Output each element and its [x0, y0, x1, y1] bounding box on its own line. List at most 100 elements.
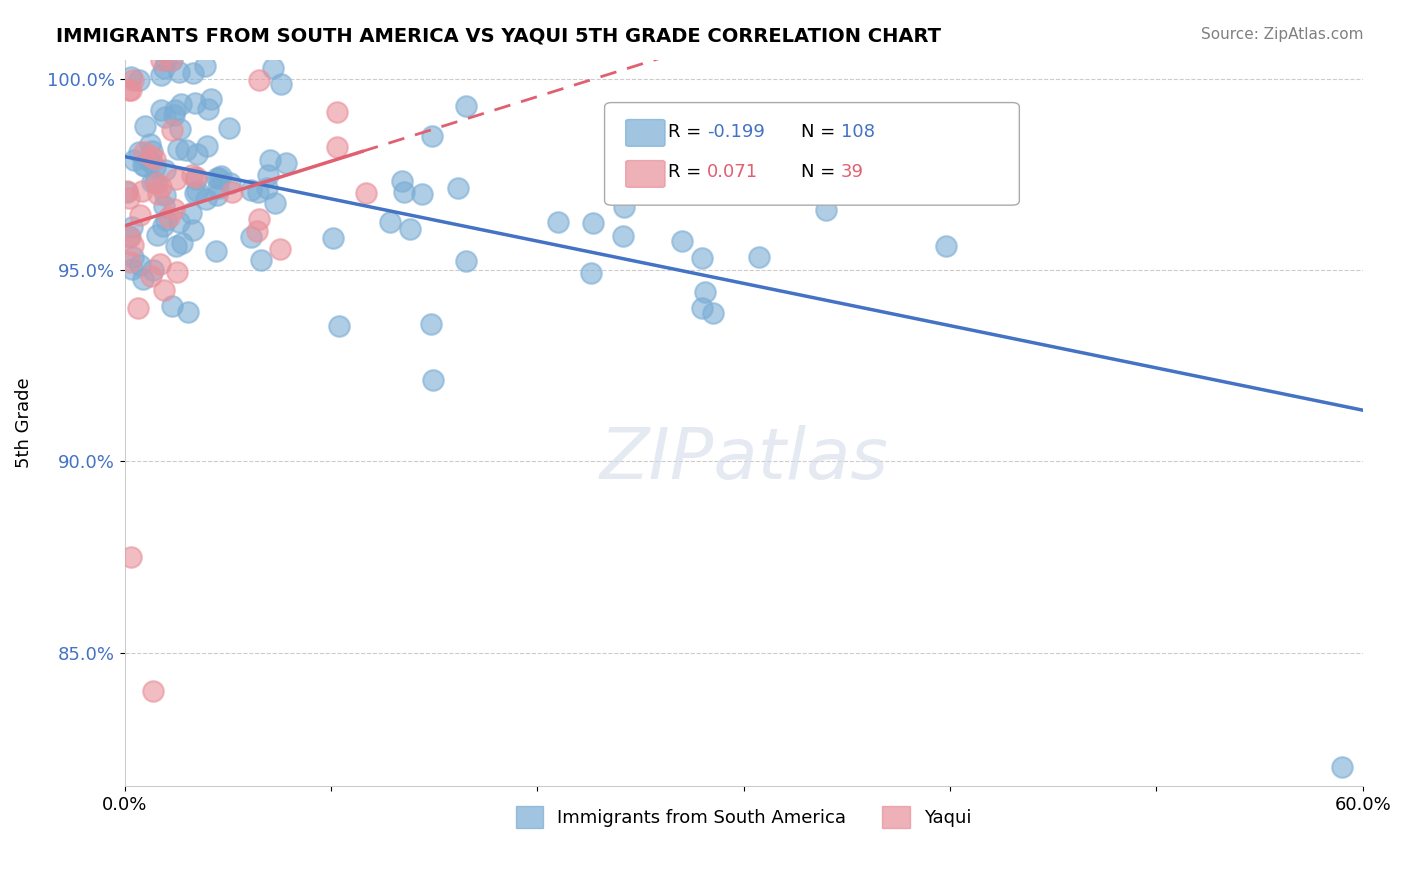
Point [186, 184, 208, 198]
Point [612, 229, 634, 244]
Point [547, 215, 569, 229]
Point [935, 239, 957, 253]
Point [145, 176, 167, 190]
Point [138, 153, 160, 168]
Point [247, 211, 270, 226]
Point [142, 263, 165, 277]
Point [195, 139, 218, 153]
Point [422, 373, 444, 387]
Point [411, 187, 433, 202]
Point [165, 172, 187, 186]
Point [122, 153, 145, 168]
Text: R =: R = [668, 163, 707, 181]
Point [177, 305, 200, 319]
Point [240, 229, 263, 244]
Point [149, 179, 172, 194]
Point [322, 230, 344, 244]
Point [118, 228, 141, 243]
Point [391, 174, 413, 188]
Point [174, 143, 197, 157]
Point [666, 185, 689, 199]
Point [879, 159, 901, 173]
Point [169, 215, 191, 229]
Point [269, 242, 291, 256]
Point [139, 268, 162, 283]
Point [128, 208, 150, 222]
Point [613, 200, 636, 214]
Point [581, 266, 603, 280]
Point [454, 99, 477, 113]
Point [138, 136, 160, 151]
Point [163, 103, 186, 118]
Point [155, 53, 177, 67]
Text: -0.199: -0.199 [707, 123, 765, 141]
Point [150, 103, 173, 117]
Point [115, 184, 138, 198]
Point [122, 251, 145, 265]
Point [399, 222, 422, 236]
Text: 108: 108 [841, 123, 875, 141]
Point [184, 171, 207, 186]
Point [122, 72, 145, 87]
Point [207, 181, 229, 195]
Point [194, 192, 217, 206]
Point [184, 186, 207, 201]
Point [259, 153, 281, 167]
Point [702, 306, 724, 320]
Point [264, 196, 287, 211]
Point [134, 159, 156, 173]
Point [420, 128, 443, 143]
Legend: Immigrants from South America, Yaqui: Immigrants from South America, Yaqui [509, 799, 979, 836]
Point [394, 186, 416, 200]
Point [120, 254, 142, 268]
Point [193, 59, 215, 73]
Point [815, 202, 838, 217]
Point [257, 168, 280, 182]
Point [149, 257, 172, 271]
Text: R =: R = [668, 123, 707, 141]
Text: 39: 39 [841, 163, 863, 181]
Point [152, 219, 174, 233]
Point [155, 213, 177, 227]
Point [690, 301, 713, 315]
Point [205, 244, 228, 258]
Point [197, 102, 219, 116]
Point [811, 136, 834, 150]
Point [256, 181, 278, 195]
Point [456, 253, 478, 268]
Point [180, 168, 202, 182]
Point [205, 187, 228, 202]
Point [120, 70, 142, 85]
Text: ZIPatlas: ZIPatlas [599, 425, 889, 494]
Point [200, 92, 222, 106]
Point [380, 215, 402, 229]
Point [1330, 760, 1353, 774]
Point [128, 72, 150, 87]
Point [246, 224, 269, 238]
Point [157, 211, 180, 225]
Point [169, 122, 191, 136]
Point [153, 162, 176, 177]
Point [239, 183, 262, 197]
Point [146, 186, 169, 201]
Point [180, 206, 202, 220]
Point [141, 175, 163, 189]
Point [163, 202, 186, 216]
Point [134, 120, 156, 134]
Point [247, 73, 270, 87]
Point [208, 171, 231, 186]
Point [354, 186, 377, 200]
Text: N =: N = [801, 163, 841, 181]
Point [152, 61, 174, 75]
Point [129, 258, 152, 272]
Point [209, 169, 232, 183]
Point [131, 184, 153, 198]
Point [221, 185, 243, 199]
Point [276, 155, 298, 169]
Point [218, 121, 240, 136]
Point [132, 158, 155, 172]
Point [166, 142, 188, 156]
Point [172, 235, 194, 250]
Text: 0.071: 0.071 [707, 163, 758, 181]
Point [139, 154, 162, 169]
